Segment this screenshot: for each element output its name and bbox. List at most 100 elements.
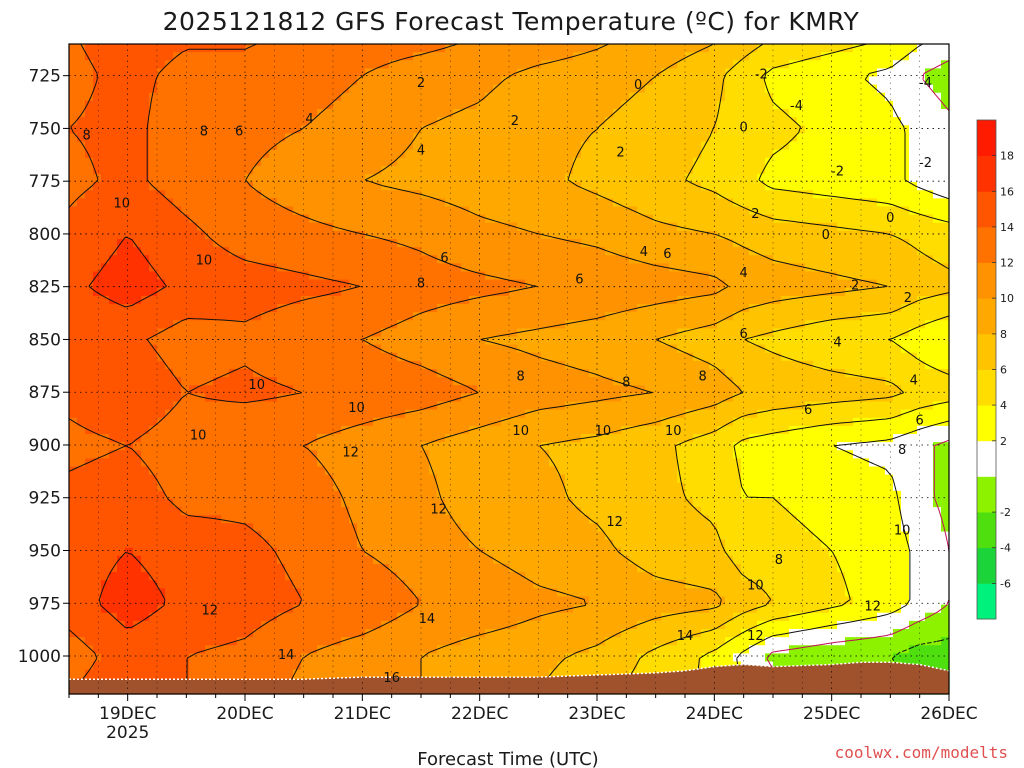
- field-cell: [221, 287, 230, 297]
- field-cell: [925, 271, 934, 281]
- field-cell: [485, 109, 494, 118]
- field-cell: [621, 68, 630, 78]
- field-cell: [717, 165, 726, 175]
- field-cell: [637, 360, 646, 370]
- field-cell: [565, 198, 574, 208]
- field-cell: [165, 377, 174, 386]
- field-cell: [901, 222, 910, 232]
- field-cell: [157, 109, 166, 118]
- field-cell: [413, 287, 422, 297]
- field-cell: [685, 198, 694, 208]
- field-cell: [157, 352, 166, 362]
- field-cell: [453, 393, 462, 403]
- field-cell: [197, 360, 206, 370]
- field-cell: [317, 100, 326, 110]
- field-cell: [461, 230, 470, 240]
- field-cell: [685, 271, 694, 281]
- field-cell: [509, 263, 518, 273]
- field-cell: [461, 198, 470, 208]
- field-cell: [205, 312, 214, 321]
- field-cell: [733, 165, 742, 175]
- field-cell: [309, 401, 318, 411]
- field-cell: [309, 141, 318, 151]
- field-cell: [373, 369, 382, 378]
- field-cell: [301, 100, 310, 110]
- field-cell: [397, 230, 406, 240]
- field-cell: [405, 198, 414, 208]
- field-cell: [213, 401, 222, 411]
- field-cell: [301, 263, 310, 273]
- field-cell: [517, 320, 526, 329]
- field-cell: [717, 360, 726, 370]
- field-cell: [197, 409, 206, 419]
- field-cell: [725, 190, 734, 199]
- field-cell: [917, 149, 926, 159]
- field-cell: [741, 214, 750, 224]
- field-cell: [629, 385, 638, 394]
- field-cell: [917, 377, 926, 386]
- field-cell: [797, 76, 806, 86]
- field-cell: [189, 125, 198, 134]
- field-cell: [237, 206, 246, 216]
- field-cell: [693, 84, 702, 94]
- field-cell: [861, 344, 870, 354]
- field-cell: [901, 84, 910, 94]
- field-cell: [429, 377, 438, 386]
- field-cell: [733, 328, 742, 338]
- field-cell: [517, 133, 526, 143]
- field-cell: [501, 190, 510, 199]
- field-cell: [349, 92, 358, 102]
- field-cell: [205, 206, 214, 216]
- field-cell: [853, 401, 862, 411]
- field-cell: [485, 117, 494, 126]
- field-cell: [301, 174, 310, 183]
- field-cell: [645, 344, 654, 354]
- field-cell: [301, 344, 310, 354]
- field-cell: [709, 360, 718, 370]
- field-cell: [205, 320, 214, 329]
- field-cell: [893, 206, 902, 216]
- field-cell: [581, 76, 590, 86]
- field-cell: [869, 279, 878, 289]
- field-cell: [677, 76, 686, 86]
- field-cell: [237, 304, 246, 313]
- field-cell: [797, 312, 806, 321]
- field-cell: [685, 320, 694, 329]
- field-cell: [653, 385, 662, 394]
- field-cell: [733, 206, 742, 216]
- field-cell: [725, 247, 734, 256]
- field-cell: [181, 100, 190, 110]
- field-cell: [189, 206, 198, 216]
- field-cell: [701, 182, 710, 191]
- field-cell: [317, 157, 326, 167]
- field-cell: [917, 222, 926, 232]
- field-cell: [301, 369, 310, 378]
- field-cell: [429, 295, 438, 305]
- field-cell: [253, 271, 262, 281]
- field-cell: [389, 52, 398, 61]
- field-cell: [877, 312, 886, 321]
- field-cell: [861, 247, 870, 256]
- field-cell: [277, 328, 286, 338]
- field-cell: [309, 214, 318, 224]
- field-cell: [741, 377, 750, 386]
- field-cell: [717, 60, 726, 69]
- field-cell: [741, 287, 750, 297]
- field-cell: [469, 271, 478, 281]
- field-cell: [709, 239, 718, 248]
- field-cell: [309, 182, 318, 191]
- field-cell: [797, 255, 806, 264]
- field-cell: [349, 44, 358, 53]
- field-cell: [317, 198, 326, 208]
- field-cell: [165, 295, 174, 305]
- field-cell: [285, 344, 294, 354]
- field-cell: [261, 393, 270, 403]
- field-cell: [717, 230, 726, 240]
- field-cell: [701, 239, 710, 248]
- field-cell: [197, 157, 206, 167]
- field-cell: [893, 92, 902, 102]
- field-cell: [317, 206, 326, 216]
- field-cell: [789, 44, 798, 53]
- field-cell: [293, 44, 302, 53]
- field-cell: [829, 84, 838, 94]
